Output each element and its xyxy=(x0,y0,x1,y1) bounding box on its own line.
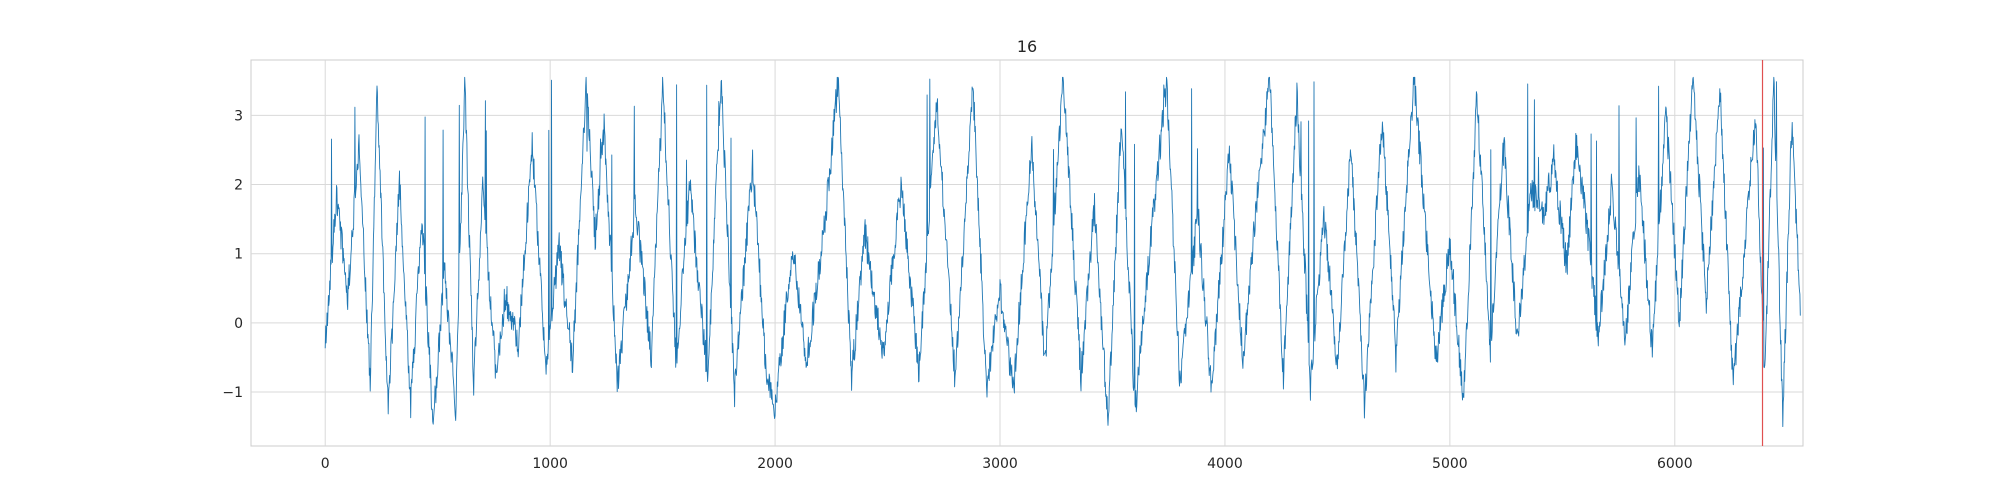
y-tick-label: 3 xyxy=(234,108,243,124)
y-tick-label: 2 xyxy=(234,178,243,194)
x-axis-ticks: 0 1000 2000 3000 4000 5000 6000 xyxy=(321,456,1693,472)
y-tick-label: 0 xyxy=(234,316,243,332)
x-tick-label: 5000 xyxy=(1432,456,1468,472)
x-tick-label: 0 xyxy=(321,456,330,472)
x-tick-label: 2000 xyxy=(757,456,793,472)
plot-frame xyxy=(250,59,1804,447)
y-tick-label: −1 xyxy=(222,385,243,401)
data-series-line xyxy=(324,76,1801,428)
x-tick-label: 1000 xyxy=(532,456,568,472)
y-axis-ticks: −1 0 1 2 3 xyxy=(222,108,243,401)
x-tick-label: 4000 xyxy=(1207,456,1243,472)
x-tick-label: 6000 xyxy=(1657,456,1693,472)
series-layer xyxy=(324,76,1801,428)
y-tick-label: 1 xyxy=(234,247,243,263)
chart-title: 16 xyxy=(1017,37,1037,56)
x-tick-label: 3000 xyxy=(982,456,1018,472)
